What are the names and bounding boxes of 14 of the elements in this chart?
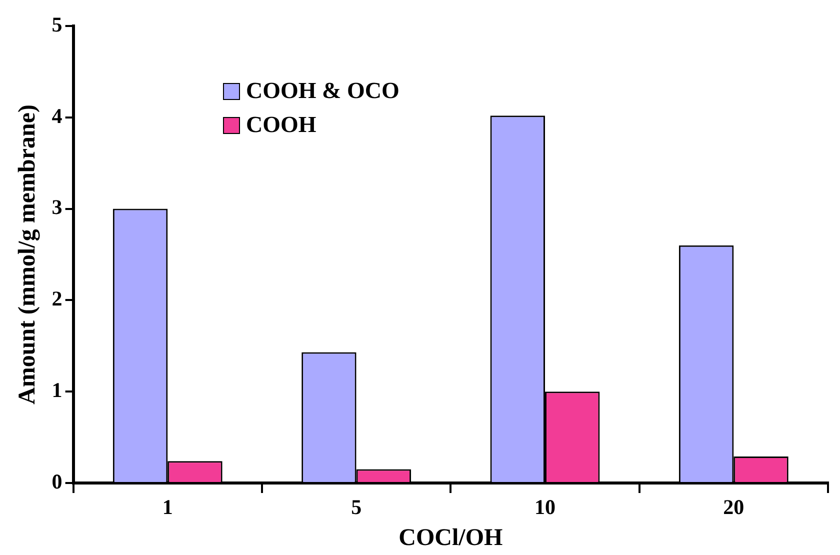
y-tick-label: 4 <box>52 104 63 128</box>
x-axis-title: COCl/OH <box>398 524 503 551</box>
y-tick-label: 5 <box>52 12 62 36</box>
x-tick-label: 10 <box>534 495 556 520</box>
y-tick-label: 3 <box>52 195 62 220</box>
x-tick-label: 5 <box>351 495 362 520</box>
legend-label: COOH <box>246 112 316 138</box>
y-tick-label: 2 <box>52 286 62 311</box>
legend-label: COOH & OCO <box>246 78 400 104</box>
x-tick-label: 20 <box>723 495 744 520</box>
x-tick-label: 1 <box>162 495 173 520</box>
y-tick-label: 1 <box>52 378 62 402</box>
y-tick-label: 0 <box>52 469 62 494</box>
y-axis-title: Amount (mmol/g membrane) <box>14 104 41 404</box>
